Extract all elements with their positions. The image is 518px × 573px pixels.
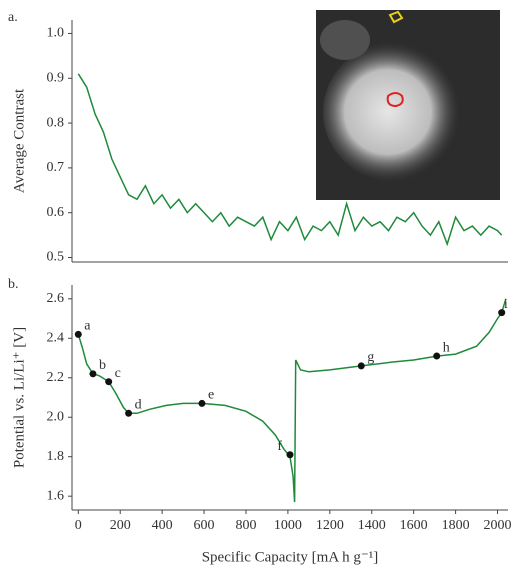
- y-tick-label: 2.6: [47, 291, 65, 306]
- point-label: b: [99, 358, 106, 373]
- y-tick-label: 1.6: [47, 488, 65, 503]
- marker: [498, 309, 506, 317]
- marker: [89, 370, 97, 378]
- x-tick-label: 200: [110, 518, 131, 533]
- data-line: [77, 298, 507, 503]
- y-tick-label: 0.8: [47, 115, 65, 130]
- x-axis-title: Specific Capacity [mA h g⁻¹]: [202, 549, 379, 565]
- y-axis-title: Average Contrast: [11, 88, 27, 193]
- x-tick-label: 1200: [316, 518, 344, 533]
- x-tick-label: 2000: [484, 518, 512, 533]
- panel-label: b.: [8, 277, 19, 292]
- marker: [286, 451, 294, 459]
- marker: [74, 330, 82, 338]
- inset-image: [316, 10, 500, 200]
- marker: [198, 399, 206, 407]
- marker: [125, 409, 133, 417]
- marker: [105, 378, 113, 386]
- point-label: g: [367, 350, 374, 365]
- x-tick-label: 1800: [442, 518, 470, 533]
- y-tick-label: 0.7: [47, 160, 65, 175]
- point-label: h: [443, 340, 450, 355]
- x-tick-label: 1400: [358, 518, 386, 533]
- marker: [433, 352, 441, 360]
- x-tick-label: 1000: [274, 518, 302, 533]
- x-tick-label: 0: [75, 518, 82, 533]
- point-label: c: [115, 366, 121, 381]
- point-label: i: [504, 297, 508, 312]
- point-label: e: [208, 388, 214, 403]
- x-tick-label: 600: [194, 518, 215, 533]
- y-tick-label: 2.4: [47, 331, 65, 346]
- y-tick-label: 0.6: [47, 205, 65, 220]
- x-tick-label: 400: [152, 518, 173, 533]
- point-label: a: [84, 319, 91, 334]
- y-tick-label: 2.2: [47, 370, 65, 385]
- marker: [357, 362, 365, 370]
- y-axis-title: Potential vs. Li/Li⁺ [V]: [11, 327, 27, 468]
- y-tick-label: 2.0: [47, 409, 65, 424]
- data-line: [77, 73, 503, 247]
- y-tick-label: 0.9: [47, 70, 65, 85]
- point-label: d: [135, 398, 142, 413]
- point-label: f: [277, 439, 282, 454]
- x-tick-label: 1600: [400, 518, 428, 533]
- y-tick-label: 0.5: [47, 250, 65, 265]
- panel-label: a.: [8, 10, 18, 25]
- y-tick-label: 1.0: [47, 26, 65, 41]
- y-tick-label: 1.8: [47, 449, 65, 464]
- x-tick-label: 800: [235, 518, 256, 533]
